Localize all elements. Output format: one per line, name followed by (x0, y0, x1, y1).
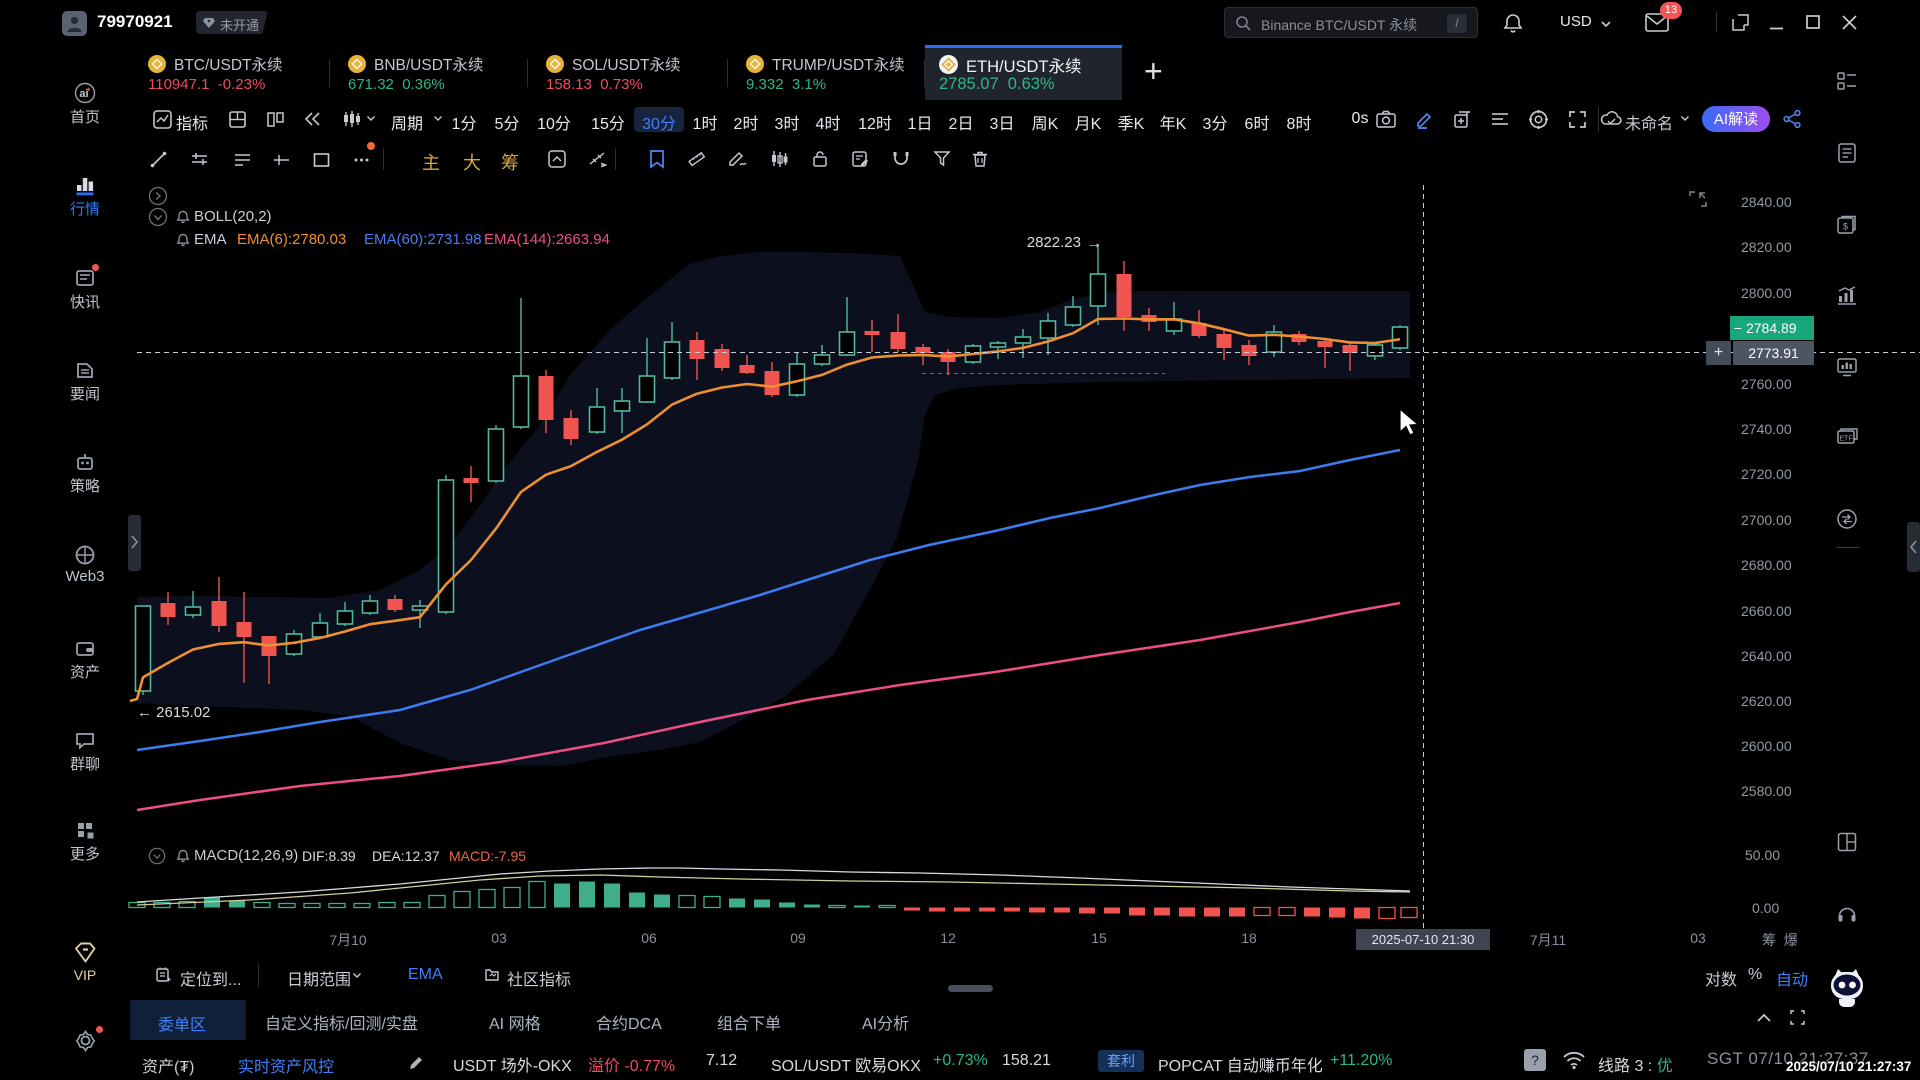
svg-text:ETF: ETF (1839, 436, 1852, 443)
svg-text:→: → (1086, 235, 1102, 252)
svg-text:$: $ (1843, 222, 1848, 232)
svg-text:ai: ai (79, 88, 88, 100)
svg-text:2822.23: 2822.23 (1027, 234, 1081, 251)
svg-text:← 2615.02: ← 2615.02 (137, 704, 210, 721)
